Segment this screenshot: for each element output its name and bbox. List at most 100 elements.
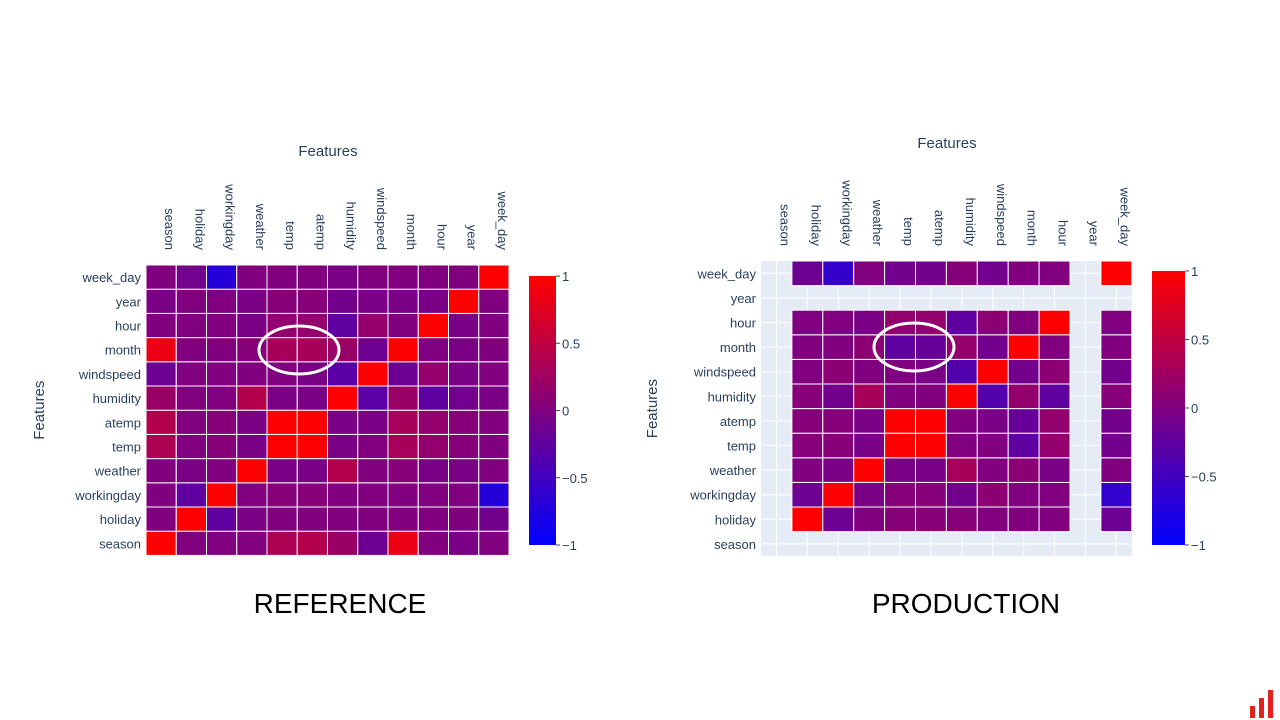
- prod-colorbar-tick-label: 0.5: [1191, 333, 1209, 348]
- ref-cell-workingday-temp: [266, 482, 298, 508]
- prod-cell-workingday-hour: [1038, 481, 1071, 508]
- prod-cell-week_day-humidity: [945, 260, 978, 287]
- ref-colorbar-tick-label: −0.5: [562, 471, 588, 486]
- prod-cell-temp-week_day: [1100, 432, 1133, 459]
- ref-cell-windspeed-holiday: [175, 361, 207, 387]
- prod-cell-hour-holiday: [791, 309, 824, 336]
- prod-cell-hour-weather: [853, 309, 886, 336]
- ref-cell-windspeed-workingday: [206, 361, 238, 387]
- prod-y-tick-label: windspeed: [693, 365, 756, 380]
- ref-cell-hour-windspeed: [357, 312, 389, 339]
- ref-cell-month-season: [145, 337, 177, 363]
- prod-x-tick-label: windspeed: [994, 183, 1009, 246]
- prod-cell-week_day-windspeed: [976, 260, 1009, 287]
- prod-cell-workingday-atemp: [915, 481, 947, 508]
- prod-cell-holiday-atemp: [915, 506, 947, 533]
- prod-cell-windspeed-month: [1007, 358, 1040, 385]
- ref-y-axis-title: Features: [31, 381, 48, 440]
- prod-colorbar: [1152, 271, 1185, 545]
- prod-cell-workingday-weather: [853, 481, 886, 508]
- prod-cell-week_day-temp: [884, 260, 916, 287]
- prod-cell-holiday-holiday: [791, 506, 824, 533]
- ref-cell-hour-week_day: [478, 312, 510, 339]
- prod-colorbar-tick-label: −1: [1191, 538, 1206, 553]
- prod-cell-workingday-temp: [884, 481, 916, 508]
- prod-cell-hour-week_day: [1100, 309, 1133, 336]
- ref-cell-month-year: [448, 337, 480, 363]
- ref-cell-weather-temp: [266, 458, 298, 484]
- prod-cell-hour-workingday: [822, 309, 855, 336]
- ref-cell-temp-week_day: [478, 433, 510, 460]
- prod-cell-humidity-temp: [884, 383, 916, 410]
- ref-x-tick-label: windspeed: [374, 187, 389, 250]
- prod-cell-week_day-month: [1007, 260, 1040, 287]
- prod-cell-temp-month: [1007, 432, 1040, 459]
- prod-cell-month-week_day: [1100, 334, 1133, 360]
- ref-x-tick-label: atemp: [313, 214, 328, 250]
- ref-cell-year-humidity: [327, 288, 359, 314]
- ref-cell-temp-year: [448, 433, 480, 460]
- ref-cell-windspeed-windspeed: [357, 361, 389, 387]
- ref-highlight-ellipse: [257, 324, 341, 376]
- prod-cell-weather-week_day: [1100, 457, 1133, 483]
- ref-cell-hour-humidity: [327, 312, 359, 339]
- prod-cell-month-workingday: [822, 334, 855, 360]
- ref-y-tick-label: humidity: [93, 391, 142, 406]
- prod-y-tick-label: weather: [709, 463, 757, 478]
- prod-cell-holiday-month: [1007, 506, 1040, 533]
- prod-cell-temp-hour: [1038, 432, 1071, 459]
- prod-cell-month-holiday: [791, 334, 824, 360]
- ref-cell-year-week_day: [478, 288, 510, 314]
- ref-cell-hour-workingday: [206, 312, 238, 339]
- prod-cell-atemp-holiday: [791, 408, 824, 434]
- prod-cell-atemp-hour: [1038, 408, 1071, 434]
- prod-x-tick-label: workingday: [839, 179, 854, 246]
- prod-cell-humidity-windspeed: [976, 383, 1009, 410]
- prod-x-axis-title: Features: [917, 135, 976, 152]
- ref-y-tick-label: holiday: [100, 512, 142, 527]
- ref-cell-month-windspeed: [357, 337, 389, 363]
- ref-cell-week_day-humidity: [327, 264, 359, 290]
- ref-cell-holiday-humidity: [327, 506, 359, 532]
- ref-cell-humidity-workingday: [206, 385, 238, 411]
- prod-colorbar-tick-label: −0.5: [1191, 470, 1217, 485]
- prod-cell-week_day-weather: [853, 260, 886, 287]
- ref-y-tick-label: hour: [115, 319, 142, 334]
- ref-cell-workingday-hour: [417, 482, 449, 508]
- prod-cell-week_day-hour: [1038, 260, 1071, 287]
- prod-y-tick-label: humidity: [708, 389, 757, 404]
- prod-cell-weather-month: [1007, 457, 1040, 483]
- ref-cell-season-humidity: [327, 530, 359, 556]
- ref-cell-month-holiday: [175, 337, 207, 363]
- prod-cell-humidity-atemp: [915, 383, 947, 410]
- prod-cell-workingday-week_day: [1100, 481, 1133, 508]
- prod-y-tick-label: atemp: [720, 414, 756, 429]
- ref-cell-season-atemp: [296, 530, 328, 556]
- ref-y-tick-label: temp: [112, 440, 141, 455]
- ref-cell-workingday-season: [145, 482, 177, 508]
- prod-cell-workingday-month: [1007, 481, 1040, 508]
- ref-cell-year-workingday: [206, 288, 238, 314]
- ref-cell-holiday-season: [145, 506, 177, 532]
- ref-cell-month-humidity: [327, 337, 359, 363]
- ref-x-tick-label: holiday: [192, 209, 207, 251]
- prod-cell-week_day-workingday: [822, 260, 855, 287]
- prod-cell-holiday-humidity: [945, 506, 978, 533]
- prod-cell-holiday-temp: [884, 506, 916, 533]
- ref-cell-humidity-holiday: [175, 385, 207, 411]
- prod-cell-windspeed-workingday: [822, 358, 855, 385]
- ref-cell-atemp-season: [145, 409, 177, 435]
- prod-cell-windspeed-windspeed: [976, 358, 1009, 385]
- ref-cell-season-windspeed: [357, 530, 389, 556]
- prod-cell-humidity-hour: [1038, 383, 1071, 410]
- prod-x-tick-label: atemp: [932, 210, 947, 246]
- ref-cell-temp-month: [387, 433, 419, 460]
- prod-cell-atemp-atemp: [915, 408, 947, 434]
- ref-x-axis-title: Features: [298, 143, 357, 160]
- prod-cell-workingday-workingday: [822, 481, 855, 508]
- ref-y-tick-label: windspeed: [78, 367, 141, 382]
- ref-cell-windspeed-humidity: [327, 361, 359, 387]
- prod-cell-weather-hour: [1038, 457, 1071, 483]
- prod-cell-workingday-humidity: [945, 481, 978, 508]
